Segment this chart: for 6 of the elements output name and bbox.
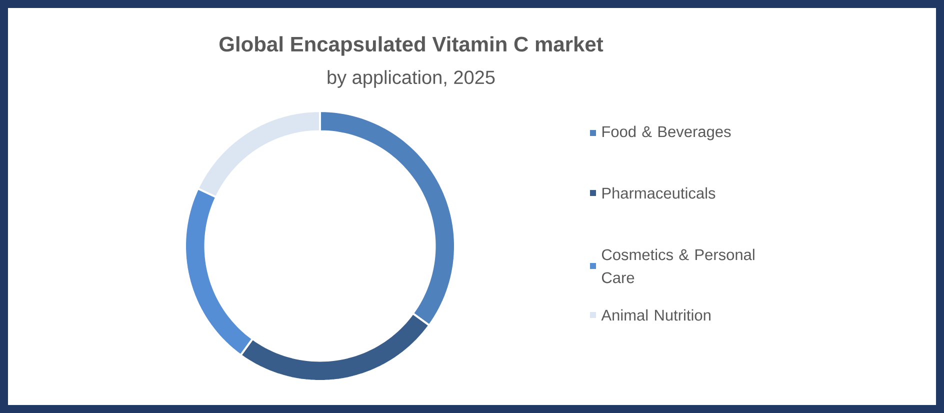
chart-title: Global Encapsulated Vitamin C market [220, 36, 604, 56]
legend-label: Cosmetics & Personal Care [602, 248, 754, 284]
legend-label: Pharmaceuticals [602, 187, 716, 199]
chart-subtitle: by application, 2025 [328, 70, 495, 88]
legend-label: Animal Nutrition [601, 309, 710, 321]
legend-label: Food & Beverages [602, 126, 731, 140]
